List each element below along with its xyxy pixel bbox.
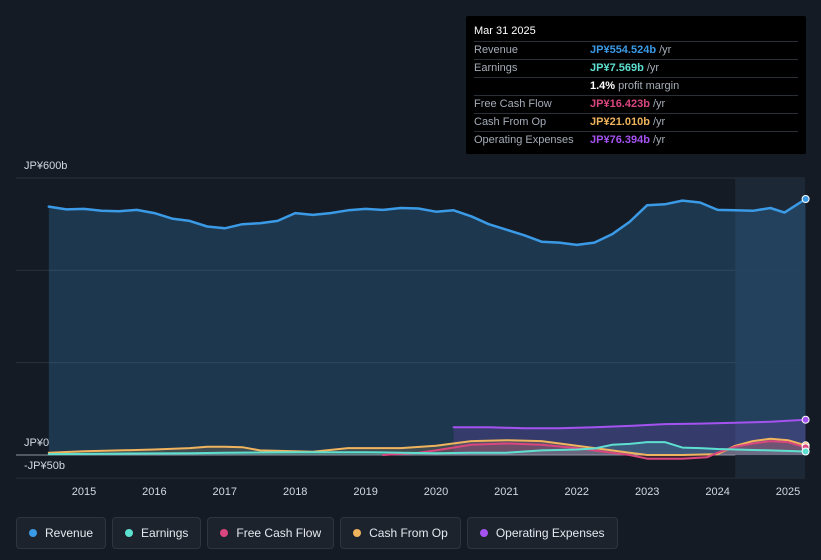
legend-dot-icon: [353, 529, 361, 537]
x-tick-label: 2017: [213, 486, 237, 498]
legend-dot-icon: [480, 529, 488, 537]
tooltip-row-margin: 1.4% profit margin: [474, 77, 798, 95]
legend-free-cash-flow[interactable]: Free Cash Flow: [207, 517, 334, 549]
tooltip-date: Mar 31 2025: [474, 24, 798, 41]
tooltip-value: JP¥554.524b: [590, 42, 656, 59]
x-tick-label: 2021: [494, 486, 518, 498]
legend-dot-icon: [125, 529, 133, 537]
tooltip-label: Earnings: [474, 60, 590, 77]
legend-label: Revenue: [45, 526, 93, 540]
tooltip-value: JP¥76.394b: [590, 132, 650, 149]
tooltip-label: [474, 78, 590, 95]
x-tick-label: 2016: [142, 486, 166, 498]
tooltip-unit: /yr: [653, 114, 665, 131]
tooltip-row-cfo: Cash From Op JP¥21.010b /yr: [474, 113, 798, 131]
tooltip-value: JP¥21.010b: [590, 114, 650, 131]
x-tick-label: 2015: [72, 486, 96, 498]
x-tick-label: 2022: [565, 486, 589, 498]
tooltip-label: Revenue: [474, 42, 590, 59]
tooltip-unit: /yr: [653, 132, 665, 149]
x-axis-ticks: 2015 2016 2017 2018 2019 2020 2021 2022 2023 2024…: [72, 486, 800, 498]
legend-dot-icon: [220, 529, 228, 537]
legend-dot-icon: [29, 529, 37, 537]
legend-revenue[interactable]: Revenue: [16, 517, 106, 549]
tooltip-value: JP¥16.423b: [590, 96, 650, 113]
tooltip-unit: /yr: [659, 42, 671, 59]
tooltip-row-earnings: Earnings JP¥7.569b /yr: [474, 59, 798, 77]
legend-label: Operating Expenses: [496, 526, 605, 540]
tooltip-row-revenue: Revenue JP¥554.524b /yr: [474, 41, 798, 59]
y-label-zero: JP¥0: [24, 437, 49, 449]
area-revenue: [49, 199, 806, 455]
endpoint-earnings: [802, 448, 809, 455]
x-tick-label: 2025: [776, 486, 800, 498]
tooltip-label: Operating Expenses: [474, 132, 590, 149]
tooltip-row-fcf: Free Cash Flow JP¥16.423b /yr: [474, 95, 798, 113]
tooltip-label: Cash From Op: [474, 114, 590, 131]
tooltip-unit: /yr: [653, 96, 665, 113]
tooltip-value: 1.4%: [590, 78, 615, 95]
series-areas: [49, 199, 806, 459]
x-tick-label: 2019: [353, 486, 377, 498]
endpoint-revenue: [802, 196, 809, 203]
tooltip-label: Free Cash Flow: [474, 96, 590, 113]
legend: Revenue Earnings Free Cash Flow Cash Fro…: [16, 517, 618, 549]
legend-label: Earnings: [141, 526, 188, 540]
x-tick-label: 2018: [283, 486, 307, 498]
y-label-top: JP¥600b: [24, 160, 67, 172]
x-tick-label: 2023: [635, 486, 659, 498]
legend-cash-from-op[interactable]: Cash From Op: [340, 517, 461, 549]
x-tick-label: 2024: [705, 486, 729, 498]
tooltip-value: JP¥7.569b: [590, 60, 644, 77]
tooltip: Mar 31 2025 Revenue JP¥554.524b /yr Earn…: [466, 16, 806, 154]
legend-earnings[interactable]: Earnings: [112, 517, 201, 549]
tooltip-unit: profit margin: [618, 78, 679, 95]
tooltip-unit: /yr: [647, 60, 659, 77]
legend-label: Free Cash Flow: [236, 526, 321, 540]
legend-operating-expenses[interactable]: Operating Expenses: [467, 517, 618, 549]
endpoint-operating-expenses: [802, 416, 809, 423]
tooltip-row-opex: Operating Expenses JP¥76.394b /yr: [474, 131, 798, 149]
legend-label: Cash From Op: [369, 526, 448, 540]
y-label-bottom: -JP¥50b: [24, 460, 65, 472]
x-tick-label: 2020: [424, 486, 448, 498]
